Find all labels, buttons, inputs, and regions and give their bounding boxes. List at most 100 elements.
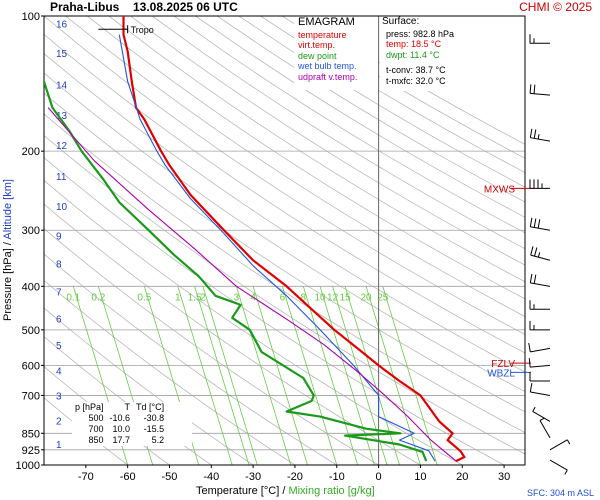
y-axis-title-pressure: Pressure [hPa] — [2, 248, 14, 321]
dry-adiabat-line — [173, 16, 525, 234]
dry-adiabat-line — [216, 16, 525, 203]
surface-dewpoint: dwpt: 11.4 °C — [386, 49, 440, 60]
x-axis-title-separator: / — [279, 485, 289, 497]
dry-adiabat-line — [44, 113, 525, 434]
chart-legend: EMAGRAM temperature virt.temp. dew point… — [294, 17, 378, 90]
annotation-label-fzlv: FZLV — [491, 359, 515, 370]
altitude-tick-label: 7 — [56, 288, 62, 299]
y-tick-label: 100 — [22, 11, 40, 23]
table-cell: 500 — [88, 413, 104, 423]
mixing-ratio-label: 3 — [234, 292, 240, 303]
x-axis-title-temperature: Temperature [°C] — [196, 485, 280, 497]
credit-label: CHMI © 2025 — [519, 0, 592, 14]
mixing-ratio-label: 0.1 — [66, 292, 80, 303]
x-tick-label: -60 — [120, 471, 136, 483]
wind-barb — [549, 439, 571, 451]
mixing-ratio-label: 10 — [314, 292, 326, 303]
y-tick-label: 200 — [22, 146, 40, 158]
wind-barb — [529, 383, 551, 396]
legend-item-virt-temp: virt.temp. — [298, 40, 336, 51]
mixing-ratio-line — [382, 286, 438, 465]
altitude-tick-label: 4 — [56, 367, 62, 378]
legend-item-temperature: temperature — [298, 29, 347, 40]
wind-barb-shaft — [530, 364, 551, 368]
wind-barb — [529, 34, 550, 44]
mixing-ratio-line — [177, 286, 233, 465]
wind-barb-flag — [533, 218, 537, 228]
altitude-tick-label: 15 — [56, 49, 68, 60]
wind-barb-shaft — [539, 420, 551, 439]
legend-item-wet-bulb: wet bulb temp. — [298, 61, 357, 72]
altitude-tick-label: 10 — [56, 202, 68, 213]
y-tick-label: 850 — [22, 428, 40, 440]
altitude-tick-label: 14 — [56, 80, 68, 91]
wind-barb-shaft — [530, 226, 551, 231]
wind-barb — [529, 320, 550, 331]
y-axis-title-separator: / — [2, 239, 14, 249]
legend-title: EMAGRAM — [298, 16, 355, 28]
dry-adiabat-line — [151, 16, 525, 250]
wind-barb-shaft — [530, 347, 551, 353]
mixing-ratio-line — [202, 286, 258, 465]
wind-barb-shaft — [530, 391, 551, 396]
y-tick-label: 600 — [22, 360, 40, 372]
x-tick-label: -50 — [162, 471, 178, 483]
wind-barb-half-flag — [532, 406, 536, 412]
mixing-ratio-label: 1.5 — [188, 292, 202, 303]
y-tick-label: 925 — [22, 445, 40, 457]
wind-barb-shaft — [530, 282, 551, 287]
wind-barb — [529, 300, 550, 310]
mixing-ratio-label: 2 — [200, 292, 206, 303]
y-tick-label: 1000 — [16, 460, 40, 472]
mixing-ratio-label: 1 — [175, 292, 181, 303]
x-tick-label: -10 — [329, 471, 345, 483]
dry-adiabat-line — [44, 253, 338, 465]
wind-barb-flag — [533, 84, 536, 94]
wind-barb-flag — [529, 84, 532, 94]
mixing-ratio-label: 0.5 — [137, 292, 151, 303]
x-tick-label: 10 — [414, 471, 426, 483]
wind-barb — [532, 406, 551, 422]
mixing-ratio-line — [282, 286, 338, 465]
dry-adiabat-line — [87, 16, 525, 300]
table-cell: -30.8 — [143, 413, 165, 423]
wind-barb-flag — [529, 217, 533, 227]
altitude-tick-label: 5 — [56, 341, 62, 352]
wind-barb — [549, 459, 568, 475]
wind-barb-flag — [528, 342, 531, 352]
dry-adiabat-line — [195, 16, 525, 218]
wind-barb — [529, 371, 550, 382]
wind-barb — [529, 179, 550, 189]
mixing-ratio-label: 8 — [301, 292, 307, 303]
x-tick-label: -70 — [78, 471, 94, 483]
x-tick-label: 30 — [498, 471, 510, 483]
wind-barb-half-flag — [539, 417, 545, 421]
x-tick-label: 0 — [376, 471, 382, 483]
station-name: Praha-Libus — [50, 0, 120, 14]
annotation-label-mxws: MXWS — [484, 184, 515, 195]
dry-adiabat-line — [65, 16, 525, 317]
altitude-tick-label: 16 — [56, 20, 68, 31]
x-tick-label: -20 — [287, 471, 303, 483]
altitude-tick-label: 8 — [56, 260, 62, 271]
dry-adiabat-line — [44, 72, 525, 393]
dry-adiabat-line — [130, 16, 525, 266]
wind-barb-shaft — [549, 459, 568, 471]
mixing-ratio-label: 15 — [340, 292, 352, 303]
wind-barb — [529, 217, 551, 231]
mixing-ratio-line — [236, 286, 292, 465]
altitude-tick-label: 6 — [56, 315, 62, 326]
y-axis-title: Pressure [hPa] / Altitude [km] — [2, 140, 14, 360]
wind-barb — [529, 128, 551, 142]
wind-barb-flag — [530, 246, 534, 256]
wind-barb-shaft — [549, 439, 568, 451]
altitude-tick-label: 13 — [56, 111, 68, 122]
profile-layer — [44, 16, 466, 463]
wind-barb — [530, 246, 551, 261]
table-cell: 17.7 — [112, 435, 131, 445]
x-tick-label: -40 — [203, 471, 219, 483]
surface-tmxfc: t-mxfc: 32.0 °C — [386, 75, 446, 86]
wind-barb — [528, 358, 551, 368]
profile-wet-bulb-temp- — [118, 34, 436, 462]
